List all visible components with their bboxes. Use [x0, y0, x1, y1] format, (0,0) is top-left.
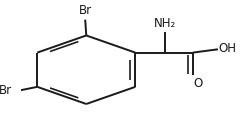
Text: NH₂: NH₂: [154, 17, 176, 30]
Text: Br: Br: [79, 4, 92, 17]
Text: Br: Br: [0, 84, 12, 97]
Text: O: O: [194, 77, 203, 90]
Text: OH: OH: [219, 42, 237, 55]
